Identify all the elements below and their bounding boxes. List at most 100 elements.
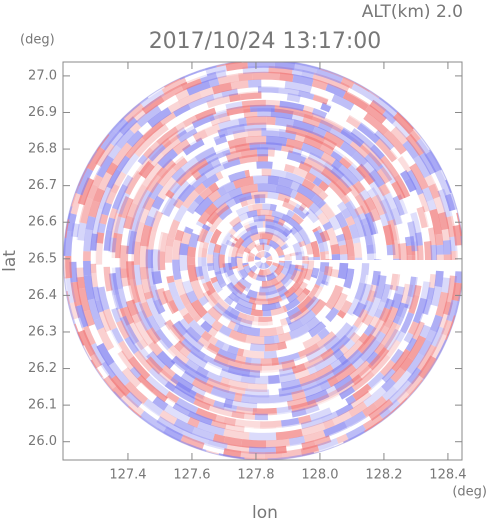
field-cell [93, 187, 106, 203]
field-cell [251, 71, 280, 81]
field-cell [296, 270, 308, 285]
field-cell [391, 240, 401, 259]
field-cell [170, 179, 192, 202]
field-cell [361, 222, 376, 246]
field-cell [268, 392, 293, 404]
field-cell [191, 377, 214, 394]
field-cell [234, 419, 261, 429]
field-cell [162, 289, 174, 303]
field-cell [424, 174, 436, 187]
field-cell [301, 263, 309, 269]
field-cell [222, 243, 234, 257]
y-tick-label: 26.2 [28, 361, 57, 376]
field-cell [119, 268, 130, 279]
field-cell [317, 119, 334, 133]
field-cell [265, 261, 272, 267]
field-cell [343, 337, 356, 351]
field-cell [423, 241, 433, 260]
field-cell [302, 105, 314, 114]
field-cell [66, 291, 70, 304]
field-cell [164, 391, 180, 405]
field-cell [145, 249, 154, 269]
field-cell [404, 374, 425, 396]
field-cell [243, 274, 255, 286]
field-cell [341, 194, 351, 205]
field-cell [277, 176, 294, 189]
field-cell [223, 180, 236, 193]
field-cell [89, 342, 106, 365]
field-cell [285, 124, 309, 138]
field-cell [278, 297, 290, 308]
field-cell [193, 392, 206, 403]
field-cell [369, 180, 387, 202]
field-cell [123, 215, 135, 230]
field-cell [103, 229, 113, 251]
field-cell [351, 374, 363, 386]
field-cell [381, 368, 396, 383]
field-cell [199, 240, 209, 249]
field-cell [156, 126, 179, 146]
field-cell [314, 283, 328, 301]
field-cell [235, 256, 243, 259]
y-tick-label: 26.8 [28, 142, 57, 157]
field-cell [267, 319, 282, 330]
field-cell [147, 143, 166, 162]
field-cell [362, 300, 374, 312]
field-cell [131, 183, 149, 206]
field-cell [249, 394, 270, 405]
field-cell [284, 156, 302, 168]
field-cell [215, 175, 231, 189]
field-cell [403, 225, 414, 238]
field-cell [156, 166, 169, 179]
field-cell [97, 186, 112, 210]
field-cell [221, 231, 234, 246]
field-cell [115, 192, 130, 215]
field-cell [381, 117, 397, 132]
field-cell [354, 193, 371, 215]
field-cell [217, 127, 229, 138]
field-cell [184, 302, 199, 319]
field-cell [245, 314, 255, 325]
field-cell [286, 306, 303, 321]
field-cell [170, 355, 190, 374]
field-cell [307, 152, 327, 167]
field-cell [154, 213, 170, 235]
field-cell [325, 227, 339, 246]
field-cell [127, 405, 142, 418]
field-cell [199, 345, 218, 361]
field-cell [154, 287, 169, 306]
y-tick-label: 26.1 [28, 398, 57, 413]
field-cell [180, 434, 205, 451]
field-cell [223, 436, 243, 447]
field-cell [271, 210, 284, 220]
field-cell [275, 325, 285, 336]
field-cell [137, 154, 148, 165]
field-cell [340, 300, 353, 314]
field-cell [396, 390, 411, 405]
field-cell [298, 343, 321, 360]
field-cell [153, 298, 166, 315]
field-cell [190, 299, 208, 318]
field-cell [247, 79, 262, 88]
field-cell [207, 265, 215, 272]
field-cell [264, 251, 272, 259]
field-cell [349, 138, 371, 159]
field-cell [239, 216, 255, 227]
field-cell [157, 166, 177, 187]
field-cell [288, 451, 315, 459]
field-cell [263, 251, 267, 258]
field-cell [303, 156, 326, 174]
field-cell [290, 180, 301, 192]
field-cell [214, 330, 234, 346]
field-cell [393, 258, 402, 260]
field-cell [185, 366, 209, 385]
field-cell [284, 80, 313, 94]
field-cell [145, 315, 161, 333]
field-cell [85, 215, 96, 231]
field-cell [319, 68, 334, 75]
field-cell [200, 320, 213, 333]
field-cell [357, 333, 377, 355]
field-cell [167, 344, 190, 366]
field-cell [148, 150, 165, 167]
field-cell [124, 326, 140, 345]
